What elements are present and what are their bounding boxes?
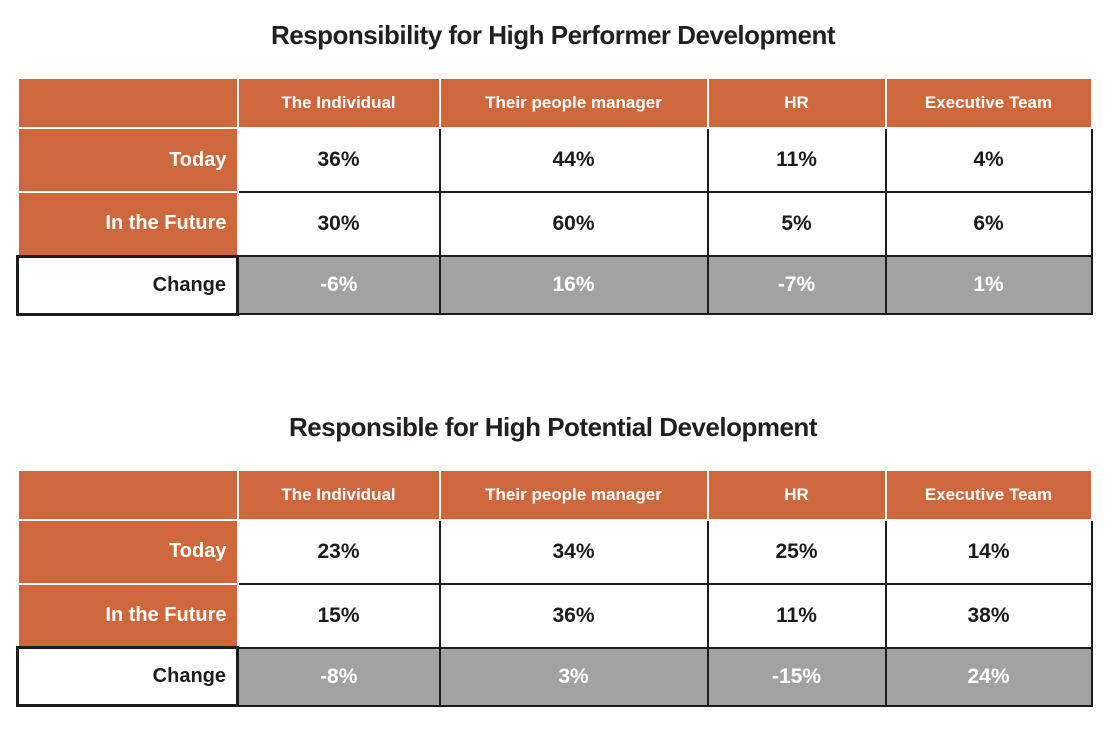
col-header-hr: HR xyxy=(706,468,887,521)
cell-today-people-manager: 34% xyxy=(438,518,709,585)
cell-change-hr: -15% xyxy=(706,646,887,707)
cell-change-individual: -8% xyxy=(236,646,441,707)
header-row: The Individual Their people manager HR E… xyxy=(16,77,1093,129)
row-label-today: Today xyxy=(16,518,239,585)
col-header-people-manager: Their people manager xyxy=(438,468,709,521)
cell-future-individual: 30% xyxy=(236,191,441,257)
col-header-executive-team: Executive Team xyxy=(884,77,1093,129)
high-potential-table: The Individual Their people manager HR E… xyxy=(16,468,1093,707)
corner-cell xyxy=(16,77,239,129)
col-header-people-manager: Their people manager xyxy=(438,77,709,129)
cell-change-individual: -6% xyxy=(236,255,441,315)
cell-future-hr: 5% xyxy=(706,191,887,257)
cell-change-hr: -7% xyxy=(706,255,887,315)
cell-today-executive-team: 14% xyxy=(884,518,1093,585)
col-header-individual: The Individual xyxy=(236,77,441,129)
row-label-future: In the Future xyxy=(16,582,239,649)
col-header-executive-team: Executive Team xyxy=(884,468,1093,521)
cell-future-hr: 11% xyxy=(706,582,887,649)
cell-future-people-manager: 60% xyxy=(438,191,709,257)
cell-future-people-manager: 36% xyxy=(438,582,709,649)
cell-today-hr: 25% xyxy=(706,518,887,585)
cell-future-individual: 15% xyxy=(236,582,441,649)
high-performer-title: Responsibility for High Performer Develo… xyxy=(270,20,836,50)
change-row: Change -6% 16% -7% 1% xyxy=(16,254,1093,316)
cell-today-people-manager: 44% xyxy=(438,127,709,193)
cell-change-people-manager: 16% xyxy=(438,255,709,315)
row-label-change: Change xyxy=(16,646,239,707)
corner-cell xyxy=(16,468,239,521)
cell-today-hr: 11% xyxy=(706,127,887,193)
cell-change-executive-team: 1% xyxy=(884,255,1093,315)
cell-future-executive-team: 6% xyxy=(884,191,1093,257)
row-label-today: Today xyxy=(16,127,239,193)
row-label-change: Change xyxy=(16,254,239,316)
high-potential-title: Responsible for High Potential Developme… xyxy=(289,411,817,442)
cell-change-executive-team: 24% xyxy=(884,646,1093,707)
change-row: Change -8% 3% -15% 24% xyxy=(16,646,1093,707)
today-row: Today 23% 34% 25% 14% xyxy=(16,518,1093,585)
cell-today-executive-team: 4% xyxy=(884,127,1093,193)
cell-today-individual: 23% xyxy=(236,518,441,585)
future-row: In the Future 15% 36% 11% 38% xyxy=(16,582,1093,649)
col-header-hr: HR xyxy=(706,77,887,129)
future-row: In the Future 30% 60% 5% 6% xyxy=(16,191,1093,257)
header-row: The Individual Their people manager HR E… xyxy=(16,468,1093,521)
row-label-future: In the Future xyxy=(16,191,239,257)
cell-change-people-manager: 3% xyxy=(438,646,709,707)
cell-today-individual: 36% xyxy=(236,127,441,193)
col-header-individual: The Individual xyxy=(236,468,441,521)
high-performer-table: The Individual Their people manager HR E… xyxy=(16,77,1093,316)
cell-future-executive-team: 38% xyxy=(884,582,1093,649)
today-row: Today 36% 44% 11% 4% xyxy=(16,127,1093,193)
